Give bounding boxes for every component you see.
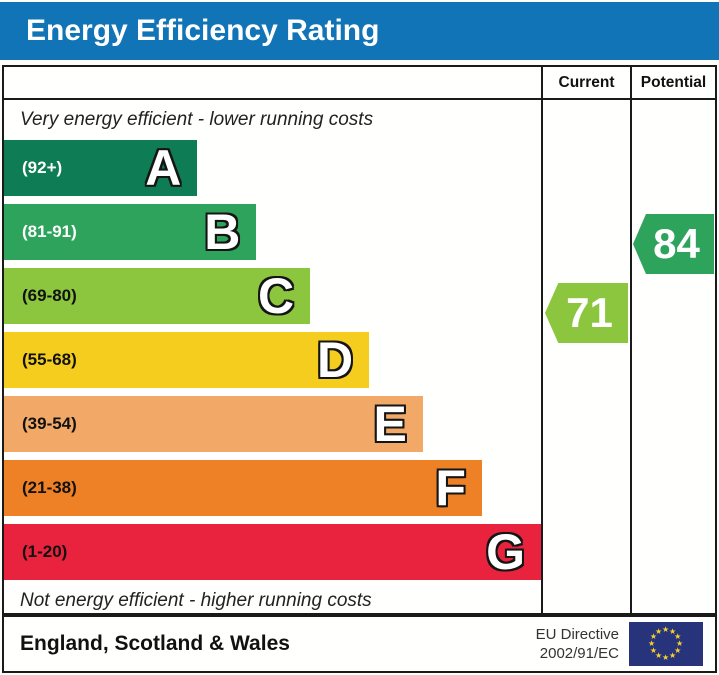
band-a: (92+) A [4, 140, 198, 196]
band-row-g: (1-20) G [4, 524, 541, 580]
band-c: (69-80) C [4, 268, 311, 324]
eu-flag-star: ★ [674, 646, 682, 655]
eu-flag-star: ★ [655, 651, 663, 661]
rating-table: Current Potential Very energy efficient … [2, 65, 717, 615]
eu-directive-label: EU Directive 2002/91/EC [536, 625, 629, 664]
table-header-row: Current Potential [4, 67, 715, 100]
header-cell-current: Current [541, 67, 630, 98]
band-row-a: (92+) A [4, 140, 541, 196]
band-b: (81-91) B [4, 204, 257, 260]
band-f: (21-38) F [4, 460, 482, 516]
band-letter: C [257, 268, 295, 324]
potential-column-cell: 84 [630, 100, 715, 613]
eu-flag-star: ★ [669, 651, 677, 661]
header-cell-potential: Potential [630, 67, 715, 98]
eu-flag-star: ★ [674, 632, 682, 641]
current-rating-value: 71 [566, 289, 613, 336]
eu-flag-star: ★ [662, 653, 670, 662]
potential-rating-arrow: 84 [633, 214, 714, 274]
band-letter: D [317, 332, 354, 388]
eu-flag-star: ★ [649, 646, 658, 655]
eu-flag-star: ★ [648, 639, 656, 648]
band-range-label: (21-38) [22, 478, 77, 497]
band-row-b: (81-91) B [4, 204, 541, 260]
region-label: England, Scotland & Wales [20, 632, 290, 655]
band-range-label: (1-20) [22, 542, 68, 561]
band-row-e: (39-54) E [4, 396, 541, 452]
eu-directive-line2: 2002/91/EC [539, 645, 619, 662]
band-letter: F [435, 460, 466, 516]
footer-bar: England, Scotland & Wales EU Directive 2… [2, 615, 717, 673]
eu-flag-star: ★ [676, 639, 684, 648]
eu-flag-star: ★ [669, 626, 677, 636]
band-row-d: (55-68) D [4, 332, 541, 388]
current-column-cell: 71 [541, 100, 630, 613]
band-range-label: (39-54) [22, 414, 77, 433]
eu-flag-star: ★ [655, 626, 663, 636]
eu-flag-star: ★ [649, 632, 658, 641]
eu-flag-icon: ★ ★ ★ ★ ★ ★ ★ ★ ★ ★ ★ ★ [629, 622, 703, 666]
band-g: (1-20) G [4, 524, 541, 580]
band-row-f: (21-38) F [4, 460, 541, 516]
band-letter: B [204, 204, 241, 260]
top-note: Very energy efficient - lower running co… [20, 109, 374, 130]
current-rating-arrow: 71 [545, 283, 628, 343]
band-e: (39-54) E [4, 396, 423, 452]
band-range-label: (92+) [22, 158, 63, 177]
potential-rating-value: 84 [653, 220, 700, 267]
band-row-c: (69-80) C [4, 268, 541, 324]
page-title: Energy Efficiency Rating [26, 14, 380, 47]
band-range-label: (69-80) [22, 286, 77, 305]
header-cell-empty [4, 67, 541, 98]
title-bar: Energy Efficiency Rating [0, 2, 719, 60]
band-range-label: (81-91) [22, 222, 77, 241]
band-d: (55-68) D [4, 332, 370, 388]
eu-directive-line1: EU Directive [535, 625, 619, 643]
bands-chart-cell: Very energy efficient - lower running co… [4, 100, 541, 613]
bottom-note: Not energy efficient - higher running co… [20, 589, 372, 611]
eu-flag-star: ★ [662, 625, 670, 634]
table-body-row: Very energy efficient - lower running co… [4, 100, 715, 613]
band-letter: A [145, 140, 182, 196]
band-letter: E [373, 396, 407, 452]
band-range-label: (55-68) [22, 350, 77, 369]
band-letter: G [486, 524, 525, 580]
